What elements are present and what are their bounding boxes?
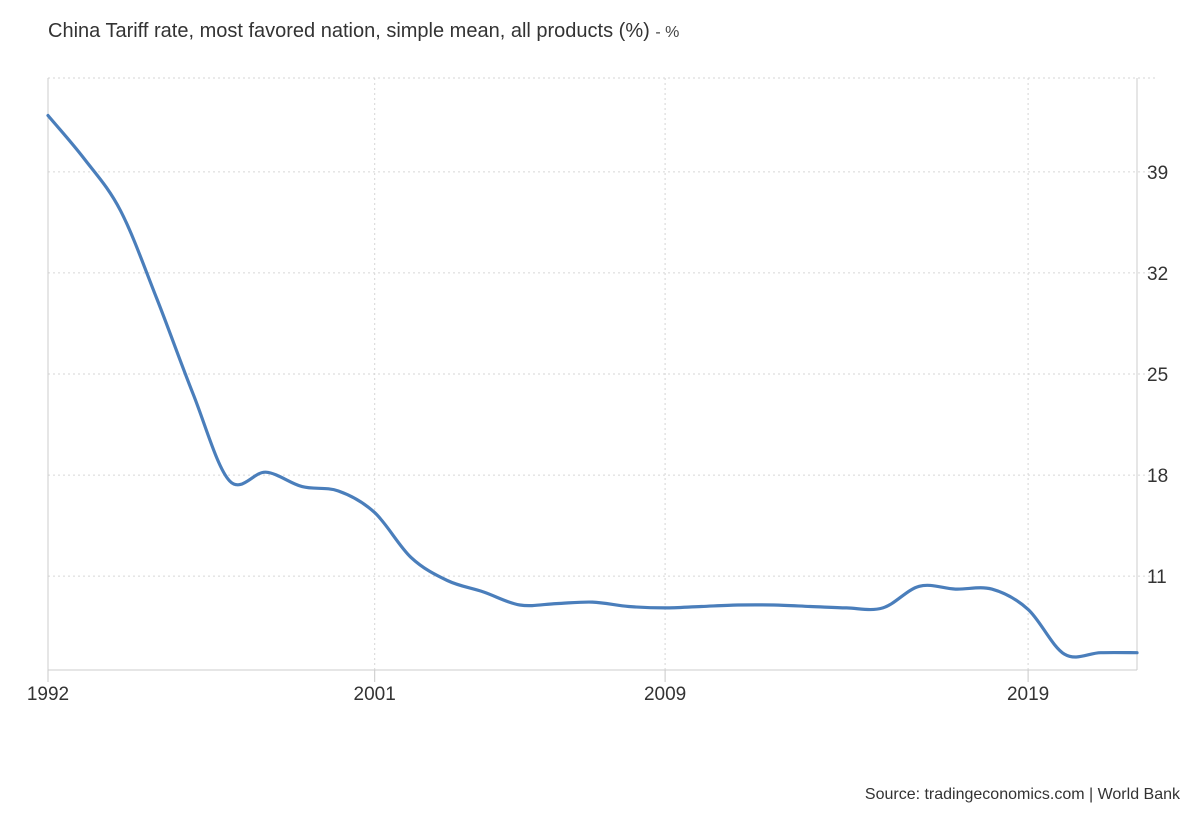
x-tick-label: 2019 [1007, 684, 1049, 705]
series-line [46, 113, 1139, 659]
x-tick-label: 2009 [644, 684, 686, 705]
grid [47, 77, 1157, 670]
y-tick-label: 39 [1147, 163, 1168, 184]
series-layer [46, 113, 1139, 659]
tick-labels: 11 18 25 32 39 1992 2001 2009 2019 [27, 163, 1168, 705]
x-tick-label: 2001 [354, 684, 396, 705]
y-tick-label: 18 [1147, 466, 1168, 487]
chart-title: China Tariff rate, most favored nation, … [48, 20, 679, 43]
y-tick-label: 11 [1147, 567, 1167, 588]
y-tick-label: 25 [1147, 365, 1168, 386]
chart-unit-suffix: - % [655, 24, 680, 41]
y-tick-label: 32 [1147, 264, 1168, 285]
chart-title-text: China Tariff rate, most favored nation, … [48, 20, 650, 42]
source-credit: Source: tradingeconomics.com | World Ban… [864, 786, 1180, 803]
x-tick-label: 1992 [27, 684, 69, 705]
axes [47, 78, 1138, 682]
